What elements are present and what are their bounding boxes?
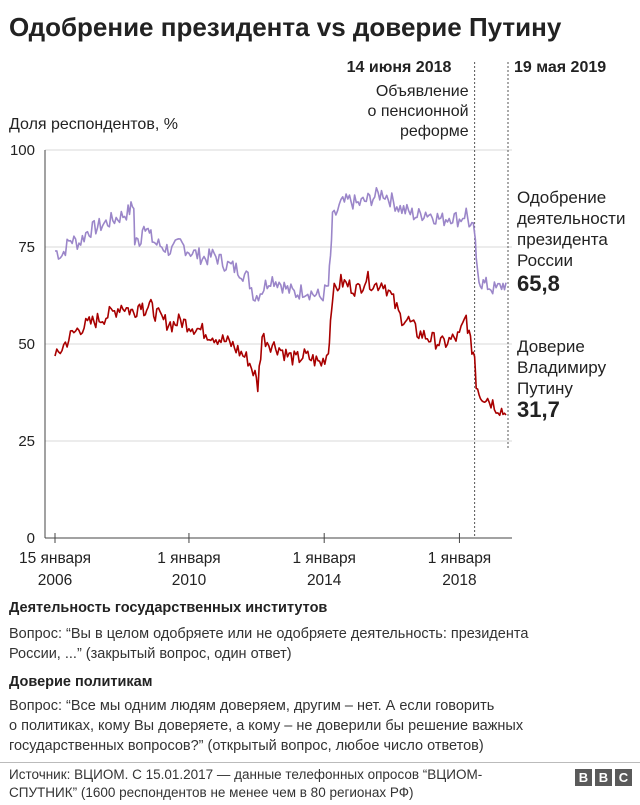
series-label-line: Владимиру <box>517 358 607 377</box>
bbc-logo-letter: C <box>615 769 632 786</box>
series-line-trust <box>54 270 507 417</box>
series-line-approval <box>54 187 507 302</box>
x-tick-label: 1 января <box>428 550 491 567</box>
section-text-line: Вопрос: “Все мы одним людям доверяем, др… <box>9 698 495 714</box>
section-text-politicians: Вопрос: “Все мы одним людям доверяем, др… <box>9 696 609 756</box>
series-value-trust: 31,7 <box>517 397 560 422</box>
source-line: СПУТНИК” (1600 респондентов не менее чем… <box>9 785 414 800</box>
series-label-line: деятельности <box>517 209 626 228</box>
y-tick-label: 25 <box>18 433 35 450</box>
annotation-text-line: о пенсионной <box>367 103 469 120</box>
series-label-trust: Доверие Владимиру Путину <box>517 336 606 399</box>
y-tick-label: 50 <box>18 336 35 353</box>
x-tick-label: 15 января <box>19 550 91 567</box>
x-tick-label: 2010 <box>172 572 207 589</box>
series-label-line: Доверие <box>517 337 585 356</box>
annotation-text-line: реформе <box>399 123 469 140</box>
series-label-line: России <box>517 251 574 270</box>
x-tick-label: 2006 <box>38 572 72 589</box>
y-axis-label: Доля респондентов, % <box>9 116 178 133</box>
x-tick-label: 2014 <box>307 572 342 589</box>
series-label-line: президента <box>517 230 608 249</box>
series-label-line: Путину <box>517 379 573 398</box>
source-note: Источник: ВЦИОМ. С 15.01.2017 — данные т… <box>9 766 549 802</box>
y-tick-label: 100 <box>10 142 35 159</box>
section-title-politicians: Доверие политикам <box>9 674 153 690</box>
annotation-text-line: Объявление <box>375 83 469 100</box>
section-title-institutions: Деятельность государственных институтов <box>9 600 328 616</box>
x-tick-label: 1 января <box>292 550 355 567</box>
chart-title: Одобрение президента vs доверие Путину <box>9 12 562 42</box>
bbc-logo: B B C <box>575 769 632 786</box>
section-text-line: Вопрос: “Вы в целом одобряете или не одо… <box>9 626 529 642</box>
series-value-approval: 65,8 <box>517 271 560 296</box>
section-text-institutions: Вопрос: “Вы в целом одобряете или не одо… <box>9 624 609 664</box>
x-tick-label: 1 января <box>157 550 220 567</box>
x-tick-label: 2018 <box>442 572 476 589</box>
annotation-date-may-2019: 19 мая 2019 <box>514 59 607 76</box>
y-tick-label: 0 <box>27 530 35 547</box>
section-text-line: о политиках, кому Вы доверяете, а кому –… <box>9 718 524 734</box>
bbc-logo-letter: B <box>595 769 612 786</box>
section-text-line: России, ...” (закрытый вопрос, один отве… <box>9 646 292 662</box>
annotation-text-pension-reform: Объявление о пенсионной реформе <box>347 82 469 142</box>
section-text-line: государственных вопросов?” (открытый воп… <box>9 738 484 754</box>
series-label-line: Одобрение <box>517 188 607 207</box>
bbc-logo-letter: B <box>575 769 592 786</box>
source-line: Источник: ВЦИОМ. С 15.01.2017 — данные т… <box>9 767 483 782</box>
annotation-date-pension-reform: 14 июня 2018 <box>346 59 452 76</box>
y-tick-label: 75 <box>18 239 35 256</box>
footer-divider <box>0 762 640 763</box>
series-label-approval: Одобрение деятельности президента России <box>517 187 625 271</box>
line-chart: 100 75 50 25 0 15 января 2006 1 января 2010 1 янв… <box>10 62 512 589</box>
